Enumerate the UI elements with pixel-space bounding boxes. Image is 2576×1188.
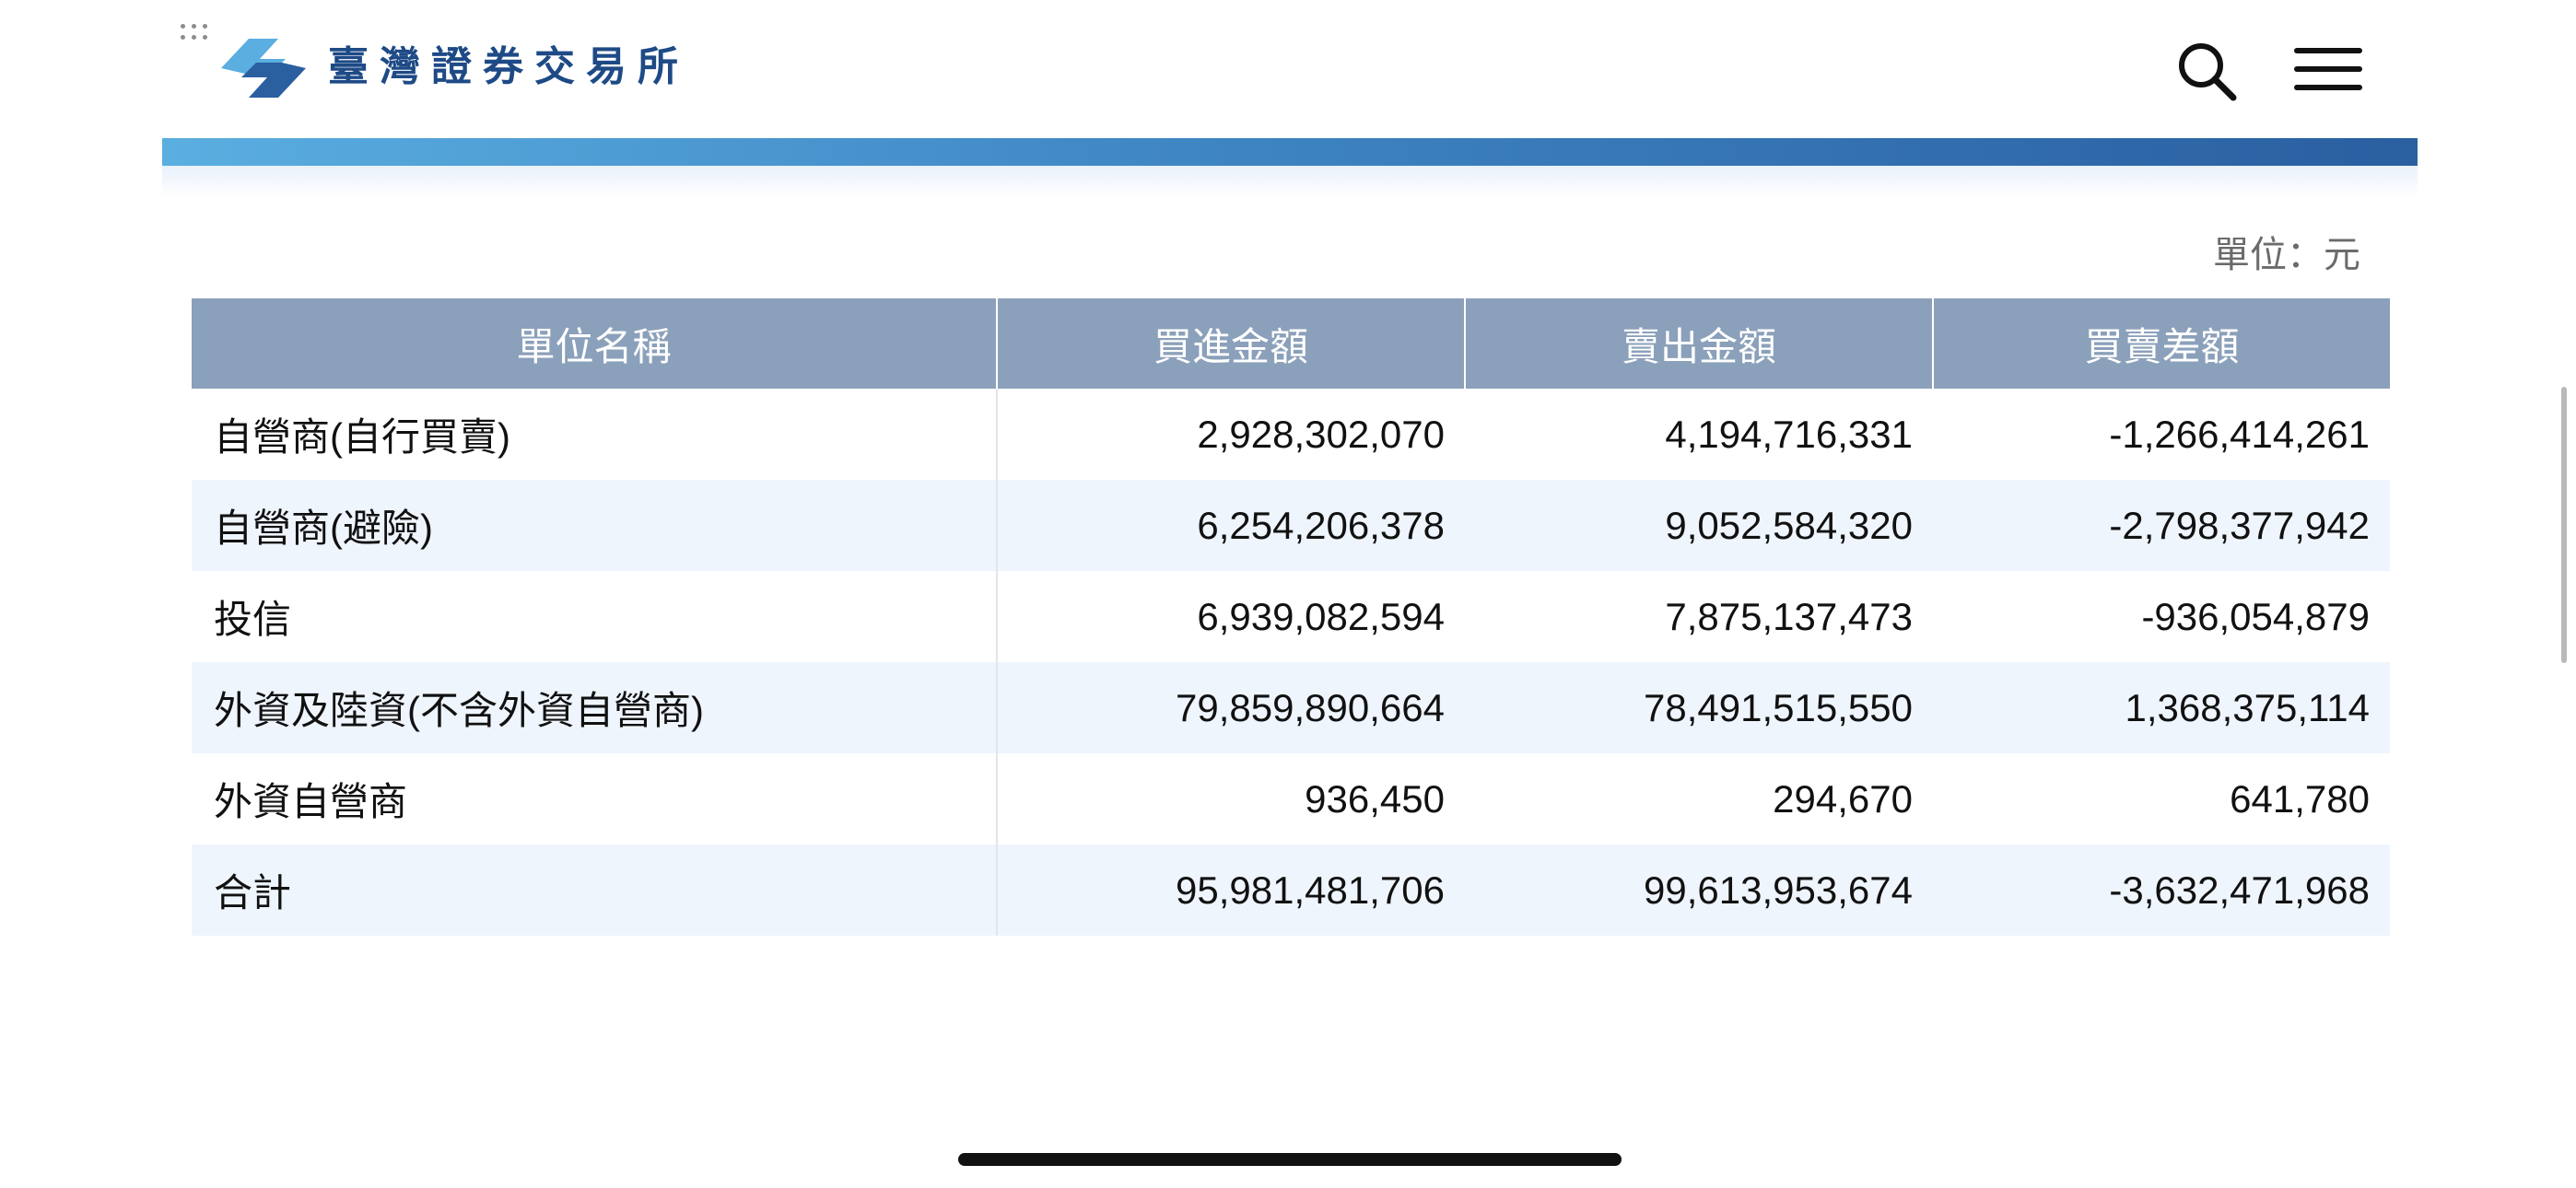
table-row: 外資自營商 936,450 294,670 641,780 bbox=[192, 753, 2390, 844]
table-row: 外資及陸資(不含外資自營商) 79,859,890,664 78,491,515… bbox=[192, 662, 2390, 753]
row-diff: -1,266,414,261 bbox=[2109, 412, 2370, 456]
header-accent-shadow bbox=[162, 166, 2418, 197]
home-indicator[interactable] bbox=[958, 1153, 1622, 1166]
row-sell: 78,491,515,550 bbox=[1465, 662, 1933, 753]
row-name: 外資及陸資(不含外資自營商) bbox=[192, 662, 998, 753]
row-diff: 1,368,375,114 bbox=[1933, 662, 2390, 753]
brand-name[interactable]: 臺灣證券交易所 bbox=[328, 44, 689, 89]
row-buy: 79,859,890,664 bbox=[997, 662, 1465, 753]
header-difference: 買賣差額 bbox=[1933, 298, 2390, 389]
row-name: 自營商(避險) bbox=[192, 480, 998, 571]
table-row: 自營商(自行買賣) 2,928,302,070 4,194,716,331 -1… bbox=[192, 389, 2390, 480]
row-buy: 6,254,206,378 bbox=[997, 480, 1465, 571]
row-name: 合計 bbox=[192, 844, 998, 936]
header-sell-amount: 賣出金額 bbox=[1465, 298, 1934, 389]
row-sell: 9,052,584,320 bbox=[1465, 480, 1933, 571]
table-row: 投信 6,939,082,594 7,875,137,473 -936,054,… bbox=[192, 571, 2390, 662]
hamburger-menu-icon[interactable] bbox=[2294, 46, 2362, 92]
header-buy-amount: 買進金額 bbox=[997, 298, 1466, 389]
row-buy: 2,928,302,070 bbox=[1197, 412, 1445, 456]
header-unit-name: 單位名稱 bbox=[192, 298, 998, 389]
row-sell: 294,670 bbox=[1773, 776, 1913, 821]
row-name: 投信 bbox=[192, 571, 998, 662]
table-row-total: 合計 95,981,481,706 99,613,953,674 -3,632,… bbox=[192, 844, 2390, 936]
row-name: 自營商(自行買賣) bbox=[192, 389, 998, 480]
row-diff: -2,798,377,942 bbox=[1933, 480, 2390, 571]
row-sell: 7,875,137,473 bbox=[1665, 594, 1913, 638]
twse-logo-icon[interactable] bbox=[217, 33, 310, 103]
row-diff: -936,054,879 bbox=[2141, 594, 2370, 638]
row-diff: -3,632,471,968 bbox=[1933, 844, 2390, 936]
row-buy: 95,981,481,706 bbox=[997, 844, 1465, 936]
table-row: 自營商(避險) 6,254,206,378 9,052,584,320 -2,7… bbox=[192, 480, 2390, 571]
row-buy: 936,450 bbox=[1305, 776, 1445, 821]
institutional-trading-table: 單位名稱 買進金額 賣出金額 買賣差額 自營商(自行買賣) 2,928,302,… bbox=[192, 298, 2390, 936]
search-icon[interactable] bbox=[2176, 41, 2237, 101]
unit-label: 單位：元 bbox=[2213, 235, 2360, 275]
row-sell: 4,194,716,331 bbox=[1665, 412, 1913, 456]
row-buy: 6,939,082,594 bbox=[1197, 594, 1445, 638]
row-name: 外資自營商 bbox=[192, 753, 998, 844]
drag-handle-icon[interactable] bbox=[181, 24, 214, 50]
row-diff: 641,780 bbox=[2230, 776, 2370, 821]
row-sell: 99,613,953,674 bbox=[1465, 844, 1933, 936]
table-header-row: 單位名稱 買進金額 賣出金額 買賣差額 bbox=[192, 298, 2390, 389]
header-accent-bar bbox=[162, 138, 2418, 166]
scrollbar[interactable] bbox=[2561, 387, 2567, 663]
